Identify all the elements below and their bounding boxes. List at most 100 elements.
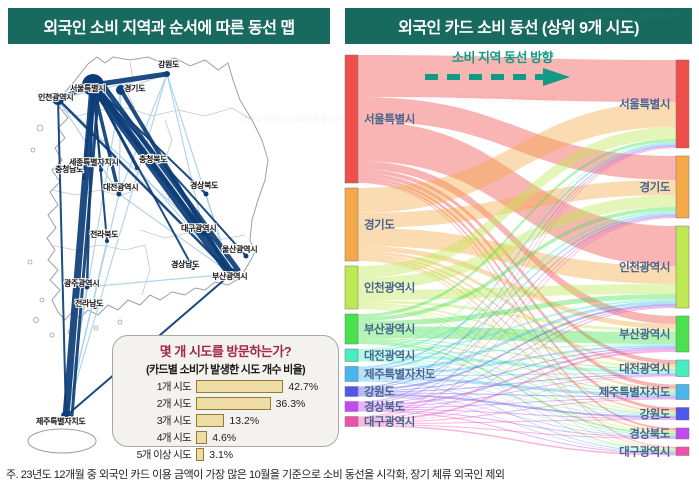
sankey-node-label-right: 경기도: [639, 180, 670, 194]
sankey-link: [358, 419, 676, 424]
map-region-label: 제주특별자치도: [36, 416, 86, 426]
sankey-node-label-right: 제주특별자치도: [599, 385, 671, 399]
bar-fill: [196, 448, 205, 461]
sankey-link: [358, 299, 676, 354]
bar-value-label: 13.2%: [229, 414, 260, 427]
sankey-link: [358, 345, 676, 376]
map-region-label: 경상남도: [171, 259, 200, 269]
sankey-link: [358, 361, 676, 452]
sankey-node-left: [344, 313, 359, 345]
sankey-node-left: [344, 386, 359, 397]
map-region-label: 전라북도: [90, 229, 119, 239]
map-region-dot: [243, 253, 249, 259]
callout-title: 몇 개 시도를 방문하는가?: [159, 344, 292, 359]
map-region-dot: [191, 266, 195, 270]
map-flow-line-major: [91, 83, 206, 235]
bar-value-label: 36.3%: [275, 397, 306, 410]
sankey-link: [358, 373, 676, 377]
sankey-link: [358, 143, 676, 369]
sankey-node-left: [344, 348, 359, 362]
sankey-node-right: [675, 407, 690, 421]
sankey-link: [358, 169, 676, 364]
sankey-link: [358, 303, 676, 369]
sankey-node-right: [675, 315, 690, 353]
province-borders: [49, 61, 253, 296]
map-region-dots: [52, 71, 249, 421]
sankey-link: [358, 424, 676, 439]
sankey-node-label-right: 대전광역시: [619, 361, 670, 375]
map-region-label: 서울특별시: [70, 83, 105, 93]
sankey-link: [358, 326, 676, 344]
sankey-link: [358, 344, 676, 355]
map-flow-line-major: [92, 84, 102, 171]
map-region-label: 대전광역시: [103, 182, 138, 192]
sankey-link: [358, 142, 676, 350]
sankey-link: [358, 127, 676, 278]
map-region-dot: [116, 191, 122, 197]
map-region-label: 세종특별자치시: [69, 157, 118, 167]
sankey-link: [358, 341, 676, 435]
bar-value-label: 42.7%: [288, 380, 319, 393]
sankey-link: [358, 258, 676, 432]
map-flow-line-major: [85, 83, 95, 289]
map-flow-line-major: [90, 71, 170, 88]
sankey-link: [358, 397, 676, 409]
sankey-link: [358, 177, 676, 411]
map-region-dot: [105, 239, 109, 243]
map-flow-line-major: [70, 83, 101, 418]
sankey-link: [358, 251, 676, 367]
sankey-link: [358, 145, 676, 388]
sankey-node-left: [344, 265, 359, 310]
map-region-dot: [93, 305, 97, 309]
sankey-link: [358, 180, 676, 430]
sankey-node-label-right: 부산광역시: [619, 327, 670, 341]
sankey-link: [358, 173, 676, 389]
sankey-link: [358, 147, 676, 418]
sankey-link: [358, 254, 676, 391]
bar-category-label: 5개 이상 시도: [136, 449, 192, 461]
sankey-link: [358, 340, 676, 415]
sankey-link: [358, 347, 676, 392]
sankey-node-label-right: 경상북도: [629, 427, 671, 441]
map-region-dot: [52, 93, 64, 105]
bar-row: 2개 시도 36.3%: [121, 396, 330, 411]
map-region-label: 대구광역시: [181, 223, 216, 233]
sankey-node-right: [675, 359, 690, 377]
bar-row: 4개 시도 4.6%: [121, 430, 330, 445]
sankey-link: [358, 392, 676, 398]
sankey-subtitle: 소비 지역 동선 방향: [451, 50, 554, 65]
sankey-node-label-right: 강원도: [639, 407, 670, 421]
sankey-link: [358, 139, 676, 317]
sankey-node-right: [675, 225, 690, 309]
map-flow-line-minor: [86, 273, 232, 288]
bar-category-label: 4개 시도: [156, 432, 192, 444]
sankey-link: [358, 215, 676, 389]
sankey-link: [358, 284, 676, 300]
sankey-link: [358, 395, 676, 437]
sankey-link: [358, 307, 676, 433]
sankey-link: [358, 308, 676, 450]
map-flow-line-minor: [166, 73, 205, 234]
sankey-link: [358, 350, 676, 422]
footnote: 주. 23년도 12개월 중 외국인 카드 이용 금액이 가장 많은 10월을 …: [6, 469, 505, 481]
map-flow-line-major: [91, 83, 121, 196]
sankey-link: [358, 408, 676, 419]
map-region-dot: [116, 85, 126, 95]
bar-category-label: 2개 시도: [156, 398, 192, 410]
sankey-link: [358, 97, 676, 180]
sankey-link: [358, 246, 676, 329]
sankey-link: [358, 396, 676, 453]
map-region-dot: [82, 74, 104, 96]
map-flow-line-major: [92, 84, 207, 195]
sankey-link: [358, 375, 676, 408]
sankey-node-label-left: 부산광역시: [364, 322, 415, 336]
sankey-node-left: [344, 54, 359, 184]
map-region-dot: [82, 176, 86, 180]
sankey-node-label-left: 대구광역시: [364, 415, 415, 429]
bar-fill: [196, 431, 208, 444]
sankey-link: [358, 256, 676, 413]
sankey-node-left: [344, 401, 359, 412]
sankey-link: [358, 304, 676, 391]
sankey-link: [358, 306, 676, 405]
